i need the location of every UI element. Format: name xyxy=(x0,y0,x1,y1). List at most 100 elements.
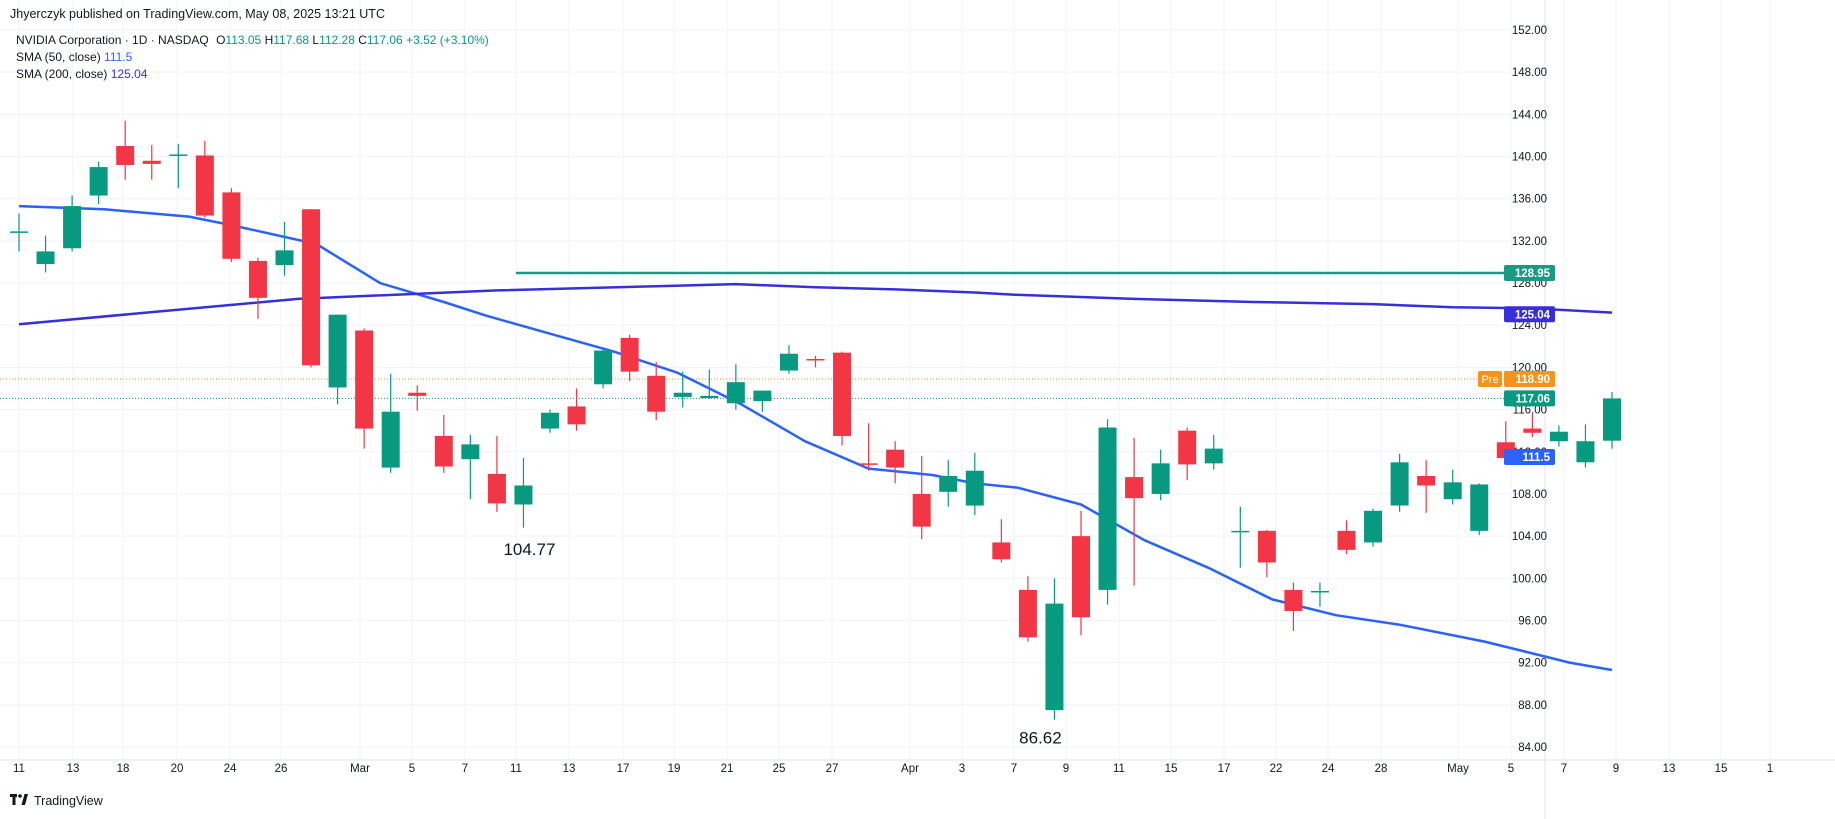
candle-body xyxy=(10,231,28,233)
candle-body xyxy=(1337,530,1356,550)
candle-body xyxy=(1470,484,1489,531)
candle xyxy=(1125,438,1144,586)
candle-body xyxy=(833,352,852,436)
candle-body xyxy=(620,337,639,372)
candle xyxy=(1417,460,1436,513)
candle xyxy=(541,409,559,433)
x-tick-label: 25 xyxy=(773,763,786,775)
candle xyxy=(567,388,586,431)
candle-body xyxy=(275,250,294,266)
y-tick-label: 128.00 xyxy=(1512,278,1547,290)
candle-body xyxy=(594,350,613,385)
sma50-line xyxy=(18,204,1613,672)
premarket-price-tag-bg xyxy=(1504,371,1555,388)
candle-body xyxy=(514,485,533,505)
y-tick-label: 140.00 xyxy=(1512,152,1547,164)
x-tick-label: 13 xyxy=(1663,763,1676,775)
candle xyxy=(222,188,241,262)
sma200-price-tag: 125.04 xyxy=(1515,309,1551,321)
low-annotation: 104.77 xyxy=(503,540,555,559)
low-annotation: 86.62 xyxy=(1019,728,1062,747)
candle-body xyxy=(1284,589,1303,611)
candle xyxy=(434,414,453,473)
candle-body xyxy=(1417,476,1436,486)
candle-body xyxy=(408,392,427,396)
sma200-line xyxy=(18,282,1613,326)
candle xyxy=(1072,510,1090,636)
candle-body xyxy=(36,251,55,265)
candle-body xyxy=(567,406,586,425)
candle xyxy=(620,334,639,382)
candle xyxy=(992,519,1011,563)
y-tick-label: 144.00 xyxy=(1512,109,1547,121)
sma200-value: 125.04 xyxy=(110,67,148,81)
candle xyxy=(1603,391,1621,449)
x-tick-label: 3 xyxy=(959,763,965,775)
candle xyxy=(89,161,108,204)
candle-body xyxy=(434,435,453,467)
close-value: 117.06 xyxy=(366,33,403,47)
x-tick-label: 7 xyxy=(1561,763,1567,775)
low-label: L xyxy=(312,33,320,47)
candle xyxy=(248,257,267,319)
x-tick-label: Mar xyxy=(350,763,370,775)
symbol-legend-row[interactable]: NVIDIA Corporation · 1D · NASDAQ O113.05… xyxy=(16,32,489,49)
candle-body xyxy=(1125,477,1144,499)
candle-body xyxy=(1072,536,1090,618)
pre-label-bg xyxy=(1478,371,1502,388)
candle-body xyxy=(169,154,188,156)
y-tick-label: 152.00 xyxy=(1512,25,1547,37)
x-tick-label: 17 xyxy=(617,763,630,775)
candle xyxy=(965,452,984,516)
y-tick-label: 88.00 xyxy=(1518,700,1547,712)
candle xyxy=(1045,578,1064,720)
premarket-price-tag: 118.90 xyxy=(1515,374,1550,386)
x-tick-label: 7 xyxy=(462,763,468,775)
brand-name: TradingView xyxy=(34,794,103,808)
resistance-price-tag: 128.95 xyxy=(1515,268,1551,280)
candle xyxy=(726,364,745,410)
candle xyxy=(169,143,188,189)
candle-body xyxy=(195,155,214,216)
candle xyxy=(1231,506,1250,568)
candle xyxy=(514,458,533,528)
x-tick-label: 5 xyxy=(409,763,415,775)
candle xyxy=(779,345,798,374)
candle xyxy=(328,314,347,405)
sma50-price-tag-bg xyxy=(1504,449,1555,466)
candle xyxy=(302,209,321,368)
x-tick-label: 28 xyxy=(1375,763,1388,775)
candle-body xyxy=(1045,603,1064,711)
candle-body xyxy=(886,449,905,468)
candle-body xyxy=(859,463,878,465)
sma200-legend-row[interactable]: SMA (200, close) 125.04 xyxy=(16,66,489,83)
sma50-legend-row[interactable]: SMA (50, close) 111.5 xyxy=(16,49,489,66)
candle xyxy=(833,351,852,446)
candle xyxy=(1364,508,1383,547)
candle xyxy=(1337,520,1356,555)
candle xyxy=(673,371,692,408)
candle xyxy=(1257,529,1276,578)
x-tick-label: 20 xyxy=(171,763,184,775)
candle xyxy=(487,435,506,512)
candle xyxy=(806,355,825,368)
candle xyxy=(1443,469,1462,505)
candle-body xyxy=(142,160,161,164)
y-tick-label: 84.00 xyxy=(1518,742,1547,754)
candle-body xyxy=(1576,441,1595,463)
candle-body xyxy=(965,470,984,506)
footer-brand[interactable]: TradingView xyxy=(10,794,103,808)
candle xyxy=(859,423,878,471)
open-value: 113.05 xyxy=(225,33,262,47)
candle-body xyxy=(1310,590,1329,593)
sma50-value: 111.5 xyxy=(104,50,133,64)
candle-body xyxy=(63,206,82,249)
last-price-tag: 117.06 xyxy=(1515,393,1550,405)
candle-body xyxy=(1549,431,1568,442)
candle-body xyxy=(1098,427,1117,590)
candle-body xyxy=(248,260,267,298)
x-tick-label: 13 xyxy=(563,763,576,775)
x-tick-label: 13 xyxy=(67,763,80,775)
x-tick-label: 1 xyxy=(1767,763,1773,775)
